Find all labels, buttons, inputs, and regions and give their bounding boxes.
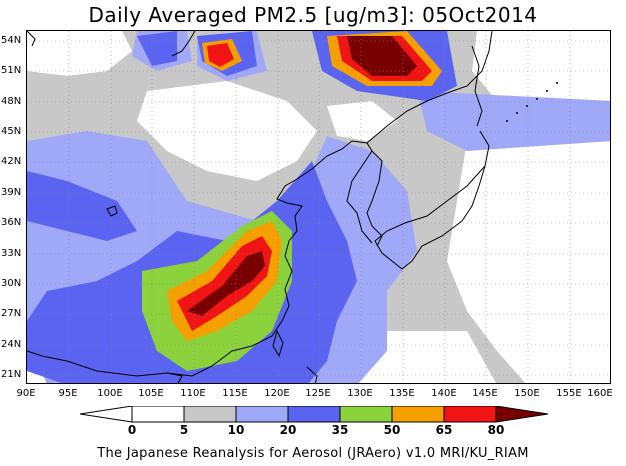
lat-label: 33N: [1, 248, 22, 259]
lon-label: 105E: [138, 388, 164, 399]
colorbar-segment-10-20: [235, 406, 289, 423]
colorbar-label: 80: [487, 423, 505, 437]
coastline-hainan: [166, 372, 183, 383]
kuril-islands: [506, 82, 558, 122]
lat-label: 24N: [1, 339, 22, 350]
lat-label: 51N: [1, 65, 22, 76]
clean-area-pacific: [447, 131, 610, 383]
pm-band-65-80-n: [207, 43, 234, 67]
colorbar: [80, 406, 549, 423]
lon-label: 150E: [514, 388, 540, 399]
pm-band-above-80: [187, 251, 265, 316]
colorbar-segment-below-0: [80, 406, 133, 423]
lat-label: 48N: [1, 96, 22, 107]
colorbar-label: 0: [127, 423, 137, 437]
colorbar-label: 20: [279, 423, 297, 437]
coastline-philippines: [306, 366, 318, 383]
lon-label: 110E: [180, 388, 206, 399]
lon-label: 100E: [97, 388, 123, 399]
colorbar-segment-20-35: [287, 406, 341, 423]
colorbar-label: 10: [227, 423, 245, 437]
pm25-map: [26, 30, 611, 384]
lat-label: 39N: [1, 187, 22, 198]
lon-label: 125E: [305, 388, 331, 399]
coastline-japan: [374, 130, 490, 270]
colorbar-segment-35-50: [339, 406, 393, 423]
lon-label: 145E: [472, 388, 498, 399]
colorbar-label: 35: [331, 423, 349, 437]
clean-area-north: [27, 31, 132, 76]
lon-label: 135E: [389, 388, 415, 399]
pm-band-20-35-n: [137, 31, 177, 66]
colorbar-segment-65-80: [443, 406, 497, 423]
coastlines: [27, 31, 493, 383]
coastline-caspian-fragment: [27, 31, 36, 47]
lon-label: 90E: [16, 388, 36, 399]
colorbar-segment-50-65: [391, 406, 445, 423]
lon-label: 95E: [58, 388, 78, 399]
colorbar-label: 50: [383, 423, 401, 437]
pm-band-20-35-nw: [27, 171, 137, 241]
lat-label: 54N: [1, 35, 22, 46]
coastline-lake: [106, 205, 118, 217]
lat-label: 30N: [1, 278, 22, 289]
map-title: Daily Averaged PM2.5 [ug/m3]: 05Oct2014: [88, 3, 538, 27]
lat-label: 42N: [1, 156, 22, 167]
lon-label: 155E: [556, 388, 582, 399]
colorbar-segment-5-10: [183, 406, 237, 423]
lat-label: 21N: [1, 369, 22, 380]
lat-label: 45N: [1, 126, 22, 137]
pm-band-10-20-ne: [417, 91, 610, 151]
lon-label: 130E: [347, 388, 373, 399]
lon-label: 115E: [222, 388, 248, 399]
lon-label: 140E: [431, 388, 457, 399]
credit-line: The Japanese Reanalysis for Aerosol (JRA…: [97, 446, 529, 461]
coastline-china: [27, 140, 373, 377]
coastline-russia-east: [366, 31, 493, 144]
coastline-lake-baikal: [171, 31, 196, 57]
colorbar-label: 65: [435, 423, 453, 437]
lat-label: 27N: [1, 308, 22, 319]
coastline-taiwan: [272, 329, 284, 358]
clean-area-mongolia: [137, 81, 317, 181]
colorbar-segment-0-5: [131, 406, 185, 423]
coastline-sakhalin: [471, 45, 483, 127]
lat-label: 36N: [1, 217, 22, 228]
lon-label: 160E: [587, 388, 613, 399]
colorbar-label: 5: [179, 423, 189, 437]
coastline-korea: [366, 150, 383, 247]
clean-area-manchuria: [327, 101, 397, 141]
colorbar-segment-above-80: [495, 406, 549, 423]
pm25-map-svg: [27, 31, 610, 383]
lon-label: 120E: [264, 388, 290, 399]
pm-band-above-80-ne: [347, 36, 417, 76]
